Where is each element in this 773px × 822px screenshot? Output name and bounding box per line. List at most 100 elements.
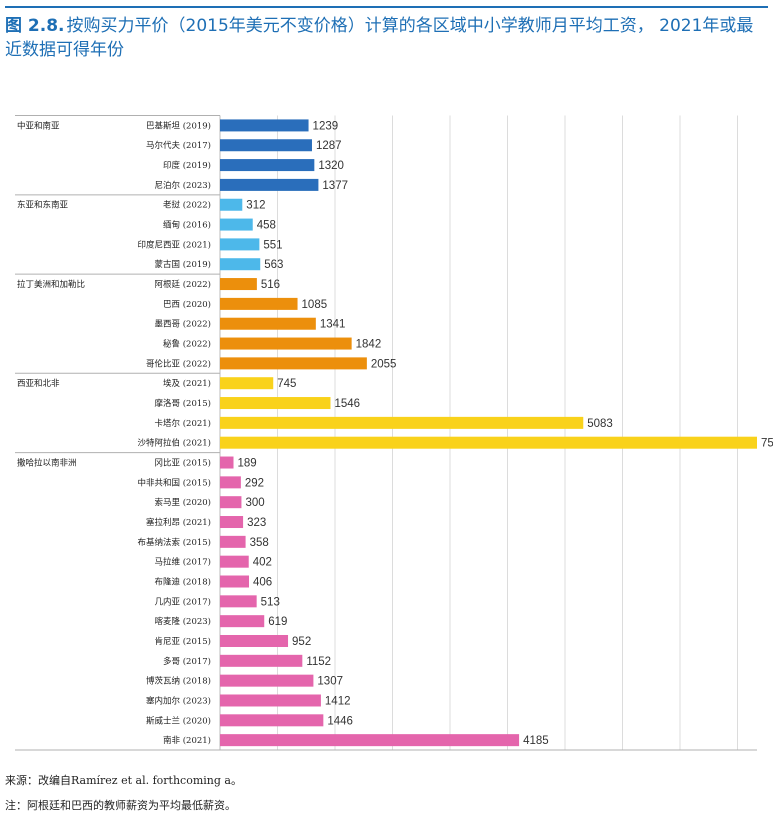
bar bbox=[220, 397, 331, 410]
category-label: 马拉维 (2017) bbox=[155, 557, 211, 568]
category-label: 巴基斯坦 (2019) bbox=[146, 120, 211, 131]
category-label: 巴西 (2020) bbox=[163, 299, 211, 310]
bar bbox=[220, 377, 274, 390]
bar bbox=[220, 317, 316, 330]
bar bbox=[220, 258, 261, 271]
region-label: 拉丁美洲和加勒比 bbox=[17, 279, 85, 290]
bar bbox=[220, 278, 257, 291]
bar bbox=[220, 416, 584, 429]
value-label: 5083 bbox=[587, 418, 613, 430]
category-label: 阿根廷 (2022) bbox=[155, 279, 211, 290]
category-label: 马尔代夫 (2017) bbox=[146, 140, 211, 151]
value-label: 358 bbox=[250, 537, 269, 549]
bar bbox=[220, 476, 241, 489]
value-label: 406 bbox=[253, 577, 272, 589]
bar bbox=[220, 198, 243, 211]
bar bbox=[220, 218, 253, 231]
region-label: 东亚和东南亚 bbox=[17, 200, 69, 211]
bar bbox=[220, 694, 321, 707]
value-label: 551 bbox=[263, 239, 282, 251]
value-label: 1085 bbox=[302, 299, 328, 311]
category-label: 墨西哥 (2022) bbox=[155, 319, 211, 330]
category-label: 秘鲁 (2022) bbox=[163, 339, 211, 350]
category-label: 哥伦比亚 (2022) bbox=[146, 358, 211, 369]
bar bbox=[220, 634, 289, 647]
category-label: 博茨瓦纳 (2018) bbox=[146, 676, 211, 687]
category-label: 卡塔尔 (2021) bbox=[155, 418, 211, 429]
value-label: 1546 bbox=[334, 398, 360, 410]
bar bbox=[220, 714, 324, 727]
value-label: 1239 bbox=[313, 120, 339, 132]
source-note: 来源：改编自Ramírez et al. forthcoming a。 bbox=[5, 774, 242, 787]
category-label: 摩洛哥 (2015) bbox=[155, 398, 211, 409]
category-label: 冈比亚 (2015) bbox=[155, 458, 211, 469]
bar bbox=[220, 337, 352, 350]
region-label: 撒哈拉以南非洲 bbox=[17, 458, 77, 469]
bar bbox=[220, 119, 309, 132]
title-rule bbox=[5, 6, 768, 8]
value-label: 1377 bbox=[322, 180, 348, 192]
value-label: 1287 bbox=[316, 140, 342, 152]
bar bbox=[220, 575, 250, 588]
value-label: 189 bbox=[238, 458, 257, 470]
value-label: 312 bbox=[246, 200, 265, 212]
category-label: 斯威士兰 (2020) bbox=[146, 715, 211, 726]
bar-chart: 中亚和南亚 巴基斯坦 (2019) 1239 马尔代夫 (2017) 1287 印度 (2… bbox=[15, 115, 773, 751]
value-label: 563 bbox=[264, 259, 283, 271]
bar bbox=[220, 496, 242, 509]
value-label: 1341 bbox=[320, 319, 346, 331]
category-label: 塞内加尔 (2023) bbox=[146, 695, 211, 706]
figure-number: 图 2.8. bbox=[5, 16, 65, 36]
value-label: 402 bbox=[253, 557, 272, 569]
bar bbox=[220, 734, 520, 747]
bar bbox=[220, 654, 303, 667]
category-label: 几内亚 (2017) bbox=[155, 596, 211, 607]
category-label: 索马里 (2020) bbox=[155, 497, 211, 508]
category-label: 布隆迪 (2018) bbox=[155, 577, 211, 588]
title-text: 按购买力平价（2015年美元不变价格）计算的各区域中小学教师月平均工资， 202… bbox=[5, 16, 754, 60]
value-label: 1307 bbox=[317, 676, 343, 688]
bar bbox=[220, 139, 312, 152]
category-label: 缅甸 (2016) bbox=[163, 220, 211, 231]
bar bbox=[220, 436, 757, 449]
category-label: 肯尼亚 (2015) bbox=[155, 636, 211, 647]
region-label: 中亚和南亚 bbox=[17, 120, 60, 131]
bar bbox=[220, 357, 367, 370]
bar bbox=[220, 615, 265, 628]
value-label: 1320 bbox=[318, 160, 344, 172]
category-label: 埃及 (2021) bbox=[163, 378, 211, 389]
category-label: 印度 (2019) bbox=[163, 160, 211, 171]
value-label: 292 bbox=[245, 477, 264, 489]
region-label: 西亚和北非 bbox=[17, 378, 60, 389]
category-label: 印度尼西亚 (2021) bbox=[138, 239, 211, 250]
bar bbox=[220, 238, 260, 251]
category-label: 老挝 (2022) bbox=[163, 200, 211, 211]
value-label: 513 bbox=[261, 596, 280, 608]
category-label: 布基纳法索 (2015) bbox=[138, 537, 211, 548]
value-label: 1152 bbox=[306, 656, 331, 668]
bar bbox=[220, 178, 319, 191]
bar bbox=[220, 297, 298, 310]
category-label: 沙特阿拉伯 (2021) bbox=[138, 438, 211, 449]
bar bbox=[220, 674, 314, 687]
category-label: 蒙古国 (2019) bbox=[155, 259, 211, 270]
value-label: 4185 bbox=[523, 735, 549, 747]
value-label: 952 bbox=[292, 636, 311, 648]
category-label: 中非共和国 (2015) bbox=[138, 477, 211, 488]
category-label: 喀麦隆 (2023) bbox=[155, 616, 211, 627]
bar bbox=[220, 535, 246, 548]
category-label: 南非 (2021) bbox=[163, 735, 211, 746]
category-label: 塞拉利昂 (2021) bbox=[146, 517, 211, 528]
value-label: 516 bbox=[261, 279, 280, 291]
category-label: 多哥 (2017) bbox=[163, 656, 211, 667]
bar bbox=[220, 595, 257, 608]
value-label: 458 bbox=[257, 220, 276, 232]
value-label: 2055 bbox=[371, 358, 397, 370]
value-label: 1446 bbox=[327, 715, 353, 727]
value-label: 619 bbox=[268, 616, 287, 628]
value-label: 323 bbox=[247, 517, 266, 529]
value-label: 745 bbox=[277, 378, 296, 390]
category-label: 尼泊尔 (2023) bbox=[155, 180, 211, 191]
chart-title: 图 2.8. 按购买力平价（2015年美元不变价格）计算的各区域中小学教师月平均工… bbox=[5, 14, 765, 62]
bar bbox=[220, 456, 234, 469]
